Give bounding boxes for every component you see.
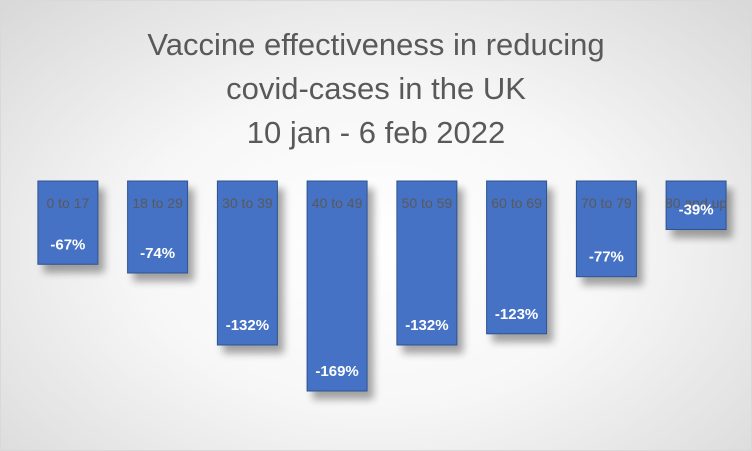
tick-label: 40 to 49 [312,195,363,211]
data-label: -123% [495,306,538,323]
data-label: -74% [140,245,175,262]
chart-title-line-1: Vaccine effectiveness in reducing [147,27,605,62]
data-label: -77% [589,249,624,266]
data-label: -132% [226,317,269,334]
bar-40-to-49 [306,180,368,392]
tick-label: 18 to 29 [132,195,183,211]
bar-series [37,180,727,392]
tick-label: 50 to 59 [402,195,453,211]
data-label: -132% [405,317,448,334]
chart-title-line-2: covid-cases in the UK [226,71,526,106]
bar-30-to-39 [216,180,278,346]
bar-18-to-29 [127,180,189,274]
category-axis: 0 to 17 18 to 29 30 to 39 40 to 49 50 to 59 6… [46,195,727,211]
bar-70-to-79 [575,180,637,278]
tick-label: 80 and up [665,195,727,211]
bar-80-and-up [665,180,727,230]
tick-label: 70 to 79 [581,195,632,211]
chart-title-line-3: 10 jan - 6 feb 2022 [246,115,506,150]
data-label: -169% [315,363,358,380]
bar-0-to-17 [37,180,99,265]
tick-label: 60 to 69 [491,195,542,211]
tick-label: 0 to 17 [46,195,89,211]
data-label: -67% [50,236,85,253]
tick-label: 30 to 39 [222,195,273,211]
data-labels: -67% -74% -132% -169% -132% -123% -77% -39% [50,202,713,381]
bar-60-to-69 [486,180,548,335]
bar-50-to-59 [396,180,458,346]
chart-title: Vaccine effectiveness in reducing covid-… [1,23,751,155]
data-label: -39% [679,202,714,219]
